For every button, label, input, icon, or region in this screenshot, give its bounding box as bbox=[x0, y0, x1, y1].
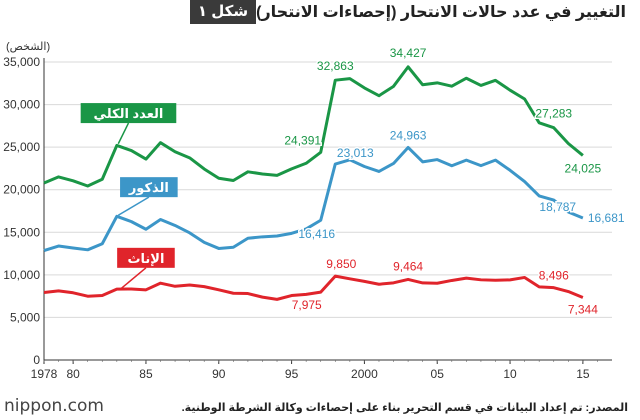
data-label: 24,963 bbox=[390, 128, 427, 142]
data-label: 24,025 bbox=[565, 161, 602, 175]
x-tick-label: 80 bbox=[66, 367, 80, 381]
x-tick-label: 85 bbox=[139, 367, 153, 381]
x-tick-label: 2000 bbox=[351, 367, 378, 381]
y-tick-label: 0 bbox=[33, 353, 40, 367]
legend-swatch bbox=[120, 177, 178, 198]
x-tick-label: 10 bbox=[503, 367, 517, 381]
series-legend: العدد الكلي الذكور الإناث bbox=[80, 103, 178, 290]
legend-label: الإناث bbox=[127, 251, 164, 266]
y-tick-label: 10,000 bbox=[3, 268, 40, 282]
data-label: 7,344 bbox=[568, 302, 598, 316]
series-line bbox=[43, 145, 584, 252]
legend-label: العدد الكلي bbox=[94, 106, 164, 121]
data-label: 8,496 bbox=[539, 269, 569, 283]
legend-swatch bbox=[80, 103, 177, 124]
x-tick-label: 90 bbox=[212, 367, 226, 381]
chart-title: التغيير في عدد حالات الانتحار (إحصاءات ا… bbox=[256, 4, 626, 21]
x-tick-label: 1978 bbox=[31, 367, 58, 381]
series-lines bbox=[43, 65, 584, 301]
y-tick-label: 35,000 bbox=[3, 55, 40, 69]
legend-leader bbox=[117, 196, 150, 216]
data-label: 9,464 bbox=[393, 259, 423, 273]
data-label: 18,787 bbox=[539, 200, 576, 214]
y-tick-label: 15,000 bbox=[3, 225, 40, 239]
data-label: 34,427 bbox=[390, 46, 427, 60]
x-tick-label: 05 bbox=[431, 367, 445, 381]
data-label: 16,681 bbox=[588, 211, 625, 225]
y-tick-label: 5,000 bbox=[10, 310, 40, 324]
source-note: المصدر: تم إعداد البيانات في قسم التحرير… bbox=[181, 402, 628, 414]
y-tick-label: 30,000 bbox=[3, 98, 40, 112]
legend-label: الذكور bbox=[128, 180, 169, 195]
data-label: 16,416 bbox=[298, 227, 335, 241]
legend-leader bbox=[117, 122, 130, 145]
data-label: 27,283 bbox=[535, 107, 572, 121]
data-labels: 24,391 32,863 34,427 27,283 24,025 16,416 23,0… bbox=[283, 44, 627, 318]
brand-logo: nippon.com bbox=[4, 396, 104, 416]
figure-header: شكل ١ التغيير في عدد حالات الانتحار (إحص… bbox=[182, 0, 626, 24]
legend-swatch bbox=[117, 247, 175, 268]
x-tick-label: 95 bbox=[285, 367, 299, 381]
data-label: 32,863 bbox=[317, 59, 354, 73]
x-tick-label: 15 bbox=[576, 367, 590, 381]
data-label: 24,391 bbox=[284, 133, 321, 147]
series-line bbox=[43, 65, 584, 188]
y-axis-label: (الشخص) bbox=[6, 41, 50, 53]
data-label: 23,013 bbox=[337, 146, 374, 160]
legend-item: الإناث bbox=[117, 247, 175, 290]
legend-item: العدد الكلي bbox=[80, 103, 177, 145]
data-label: 9,850 bbox=[326, 257, 356, 271]
axes: 0 5,000 10,000 15,000 20,000 25,000 30,000 35,0… bbox=[3, 55, 612, 381]
series-line bbox=[43, 274, 584, 301]
legend-leader bbox=[120, 267, 147, 290]
figure-tag: شكل ١ bbox=[189, 0, 257, 24]
legend-item: الذكور bbox=[117, 177, 178, 216]
y-tick-label: 25,000 bbox=[3, 140, 40, 154]
data-label: 7,975 bbox=[292, 298, 322, 312]
y-tick-label: 20,000 bbox=[3, 183, 40, 197]
